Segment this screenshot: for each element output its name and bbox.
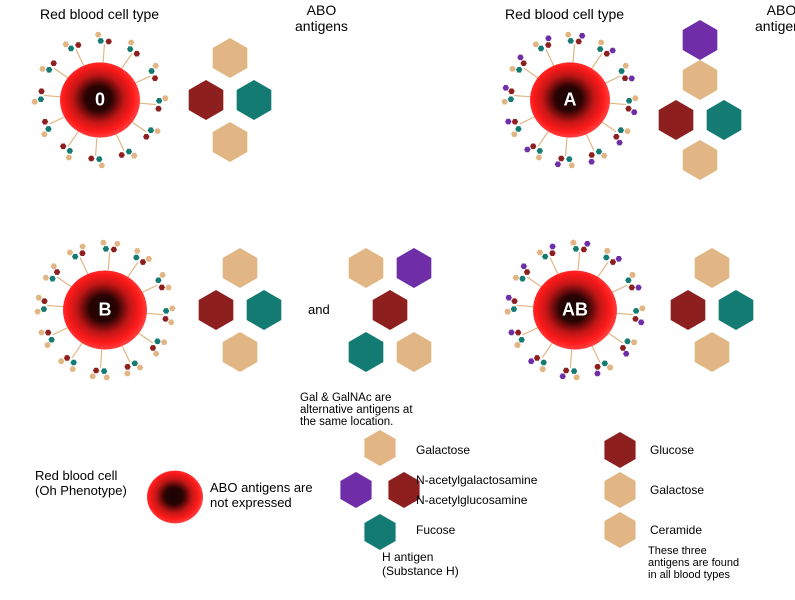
hex-A_ant-0 (683, 20, 718, 60)
legend-h-2: N-acetylglucosamine (416, 493, 527, 507)
hex-AB_ant-0 (695, 248, 730, 288)
hex-legend_R-2 (604, 512, 635, 548)
hex-AB_ant-1 (671, 290, 706, 330)
hexgroup-B_ant (170, 205, 310, 415)
hex-B_ant-2 (247, 290, 282, 330)
hex-O_ant-1 (189, 80, 224, 120)
hex-B_alt-4 (397, 332, 432, 372)
hex-legend_H-0 (364, 430, 395, 466)
b-and: and (308, 302, 330, 317)
hexgroup-O_ant (160, 0, 300, 205)
hex-legend_H-3 (364, 514, 395, 550)
hex-O_ant-0 (213, 38, 248, 78)
diagram-stage: Red blood cell typeABO antigensRed blood… (0, 0, 795, 600)
hex-B_alt-0 (397, 248, 432, 288)
hex-B_ant-3 (223, 332, 258, 372)
hex-A_ant-4 (683, 140, 718, 180)
hex-AB_ant-3 (695, 332, 730, 372)
hex-B_alt-2 (373, 290, 408, 330)
cell-label-AB: AB (562, 300, 588, 321)
legend-r-2: Ceramide (650, 523, 702, 537)
hex-AB_ant-2 (719, 290, 754, 330)
hex-legend_H-1 (340, 472, 371, 508)
cell-label-B: B (99, 300, 112, 321)
cell-label-A: A (564, 90, 577, 111)
hex-A_ant-2 (659, 100, 694, 140)
hex-B_ant-1 (199, 290, 234, 330)
hexgroup-A_ant (630, 0, 770, 205)
hexgroup-AB_ant (642, 205, 782, 415)
hex-legend_H-2 (388, 472, 419, 508)
legend-r-note: These three antigens are found in all bl… (648, 545, 739, 581)
legend-r-1: Galactose (650, 483, 704, 497)
hex-legend_R-1 (604, 472, 635, 508)
oh-cell-label: Red blood cell (Oh Phenotype) (35, 468, 127, 498)
hex-B_alt-3 (349, 332, 384, 372)
oh-note: ABO antigens are not expressed (210, 480, 313, 510)
b-alt-note: Gal & GalNAc are alternative antigens at… (300, 392, 413, 428)
legend-h-1: N-acetylgalactosamine (416, 473, 537, 487)
hex-A_ant-1 (683, 60, 718, 100)
legend-r-0: Glucose (650, 443, 694, 457)
cell-label-O: 0 (95, 90, 105, 111)
hex-O_ant-3 (213, 122, 248, 162)
hex-B_ant-0 (223, 248, 258, 288)
legend-h-3: Fucose (416, 523, 455, 537)
hexgroup-B_alt (320, 205, 460, 415)
hex-O_ant-2 (237, 80, 272, 120)
legend-h-0: Galactose (416, 443, 470, 457)
hex-B_alt-1 (349, 248, 384, 288)
legend-h-suffix: H antigen (Substance H) (382, 550, 459, 578)
header-abo: ABO antigens (295, 2, 348, 34)
hex-legend_R-0 (604, 432, 635, 468)
hex-A_ant-3 (707, 100, 742, 140)
